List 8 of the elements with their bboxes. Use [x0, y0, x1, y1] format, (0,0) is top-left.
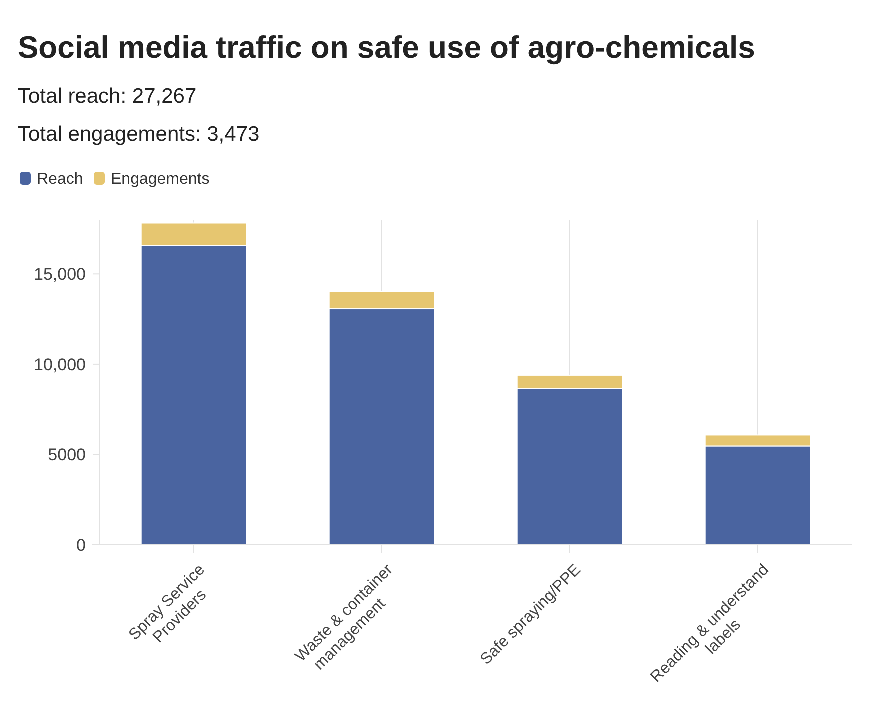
y-tick-label: 15,000: [34, 265, 86, 284]
chart-subtitle: Total reach: 27,267 Total engagements: 3,473: [18, 85, 260, 146]
legend-label: Engagements: [111, 171, 210, 188]
y-tick-label: 10,000: [34, 355, 86, 374]
y-tick-label: 0: [76, 536, 86, 555]
chart-title: Social media traffic on safe use of agro-chemicals: [18, 30, 756, 65]
legend-label: Reach: [37, 171, 84, 188]
y-tick-label: 5000: [48, 446, 86, 465]
